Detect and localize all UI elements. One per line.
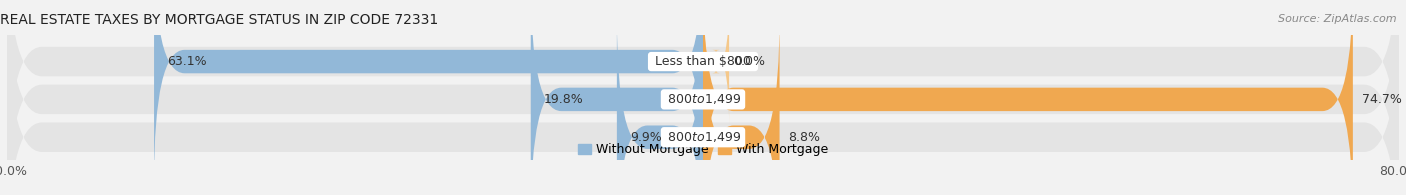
Text: 74.7%: 74.7% (1361, 93, 1402, 106)
Text: 19.8%: 19.8% (544, 93, 583, 106)
FancyBboxPatch shape (7, 0, 1399, 195)
Text: $800 to $1,499: $800 to $1,499 (664, 92, 742, 106)
Text: 8.8%: 8.8% (789, 131, 820, 144)
FancyBboxPatch shape (703, 17, 779, 195)
FancyBboxPatch shape (703, 0, 1353, 195)
Text: $800 to $1,499: $800 to $1,499 (664, 130, 742, 144)
Text: REAL ESTATE TAXES BY MORTGAGE STATUS IN ZIP CODE 72331: REAL ESTATE TAXES BY MORTGAGE STATUS IN … (0, 13, 439, 27)
FancyBboxPatch shape (7, 1, 1399, 195)
Text: 63.1%: 63.1% (167, 55, 207, 68)
FancyBboxPatch shape (155, 0, 703, 182)
FancyBboxPatch shape (530, 0, 703, 195)
FancyBboxPatch shape (703, 0, 730, 126)
Legend: Without Mortgage, With Mortgage: Without Mortgage, With Mortgage (578, 143, 828, 156)
FancyBboxPatch shape (617, 17, 703, 195)
Text: 0.0%: 0.0% (734, 55, 765, 68)
FancyBboxPatch shape (7, 0, 1399, 195)
Text: Less than $800: Less than $800 (651, 55, 755, 68)
Text: Source: ZipAtlas.com: Source: ZipAtlas.com (1278, 14, 1396, 24)
Text: 9.9%: 9.9% (630, 131, 662, 144)
